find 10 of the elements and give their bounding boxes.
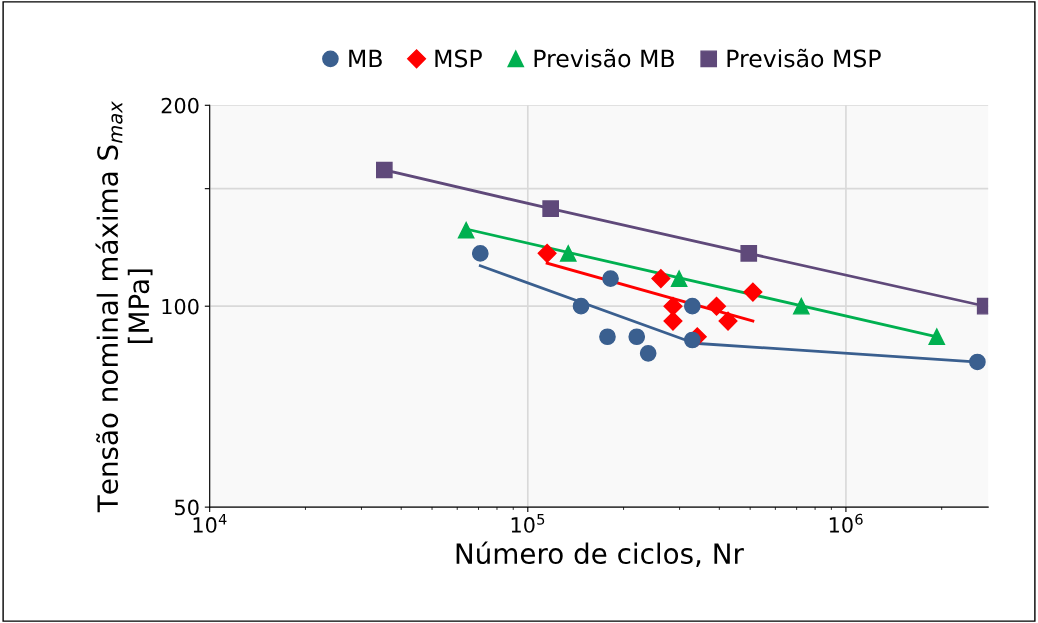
legend-label: Previsão MSP (727, 48, 881, 68)
x-axis-title: Número de ciclos, Nr (456, 541, 744, 567)
legend-label: MSP (435, 49, 482, 68)
x-tick-label: 10$^{6}$ (829, 513, 863, 533)
y-tick-label: 200 (161, 97, 199, 114)
text: Tensão nominal máxima S$_{max}$ [MPa] (95, 101, 153, 513)
legend-label: Previsão MB (534, 48, 674, 68)
legend-label: MB (349, 49, 382, 68)
y-tick-label: 100 (162, 298, 199, 315)
x-tick-label: 10$^{5}$ (511, 513, 545, 533)
